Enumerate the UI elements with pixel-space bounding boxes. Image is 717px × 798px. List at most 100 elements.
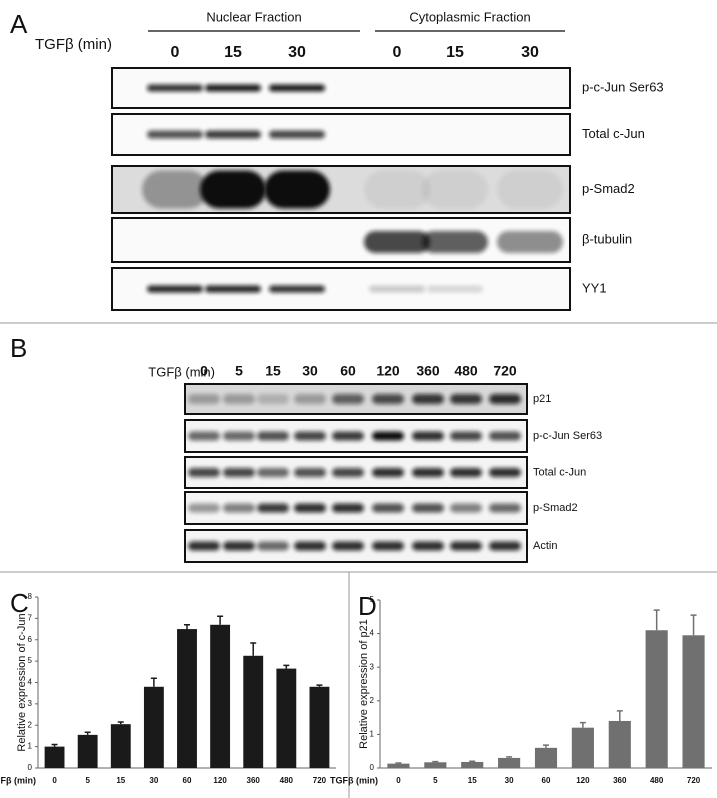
band — [269, 84, 325, 92]
band — [257, 541, 289, 551]
band — [489, 468, 521, 477]
band — [332, 431, 364, 441]
x-axis-title: TGFβ (min) — [330, 775, 378, 785]
error-bar — [616, 710, 623, 721]
lane-label: 0 — [171, 44, 180, 61]
y-tick-label: 8 — [28, 592, 33, 601]
row-label: p-Smad2 — [533, 502, 578, 514]
error-bar — [316, 684, 323, 687]
bar — [44, 746, 65, 768]
bar — [210, 624, 231, 768]
band — [450, 503, 482, 513]
blot — [111, 217, 571, 263]
band — [489, 503, 521, 513]
band — [372, 503, 404, 513]
y-tick-label: 0 — [370, 763, 375, 772]
bar — [682, 635, 705, 768]
row-label: β-tubulin — [582, 231, 632, 246]
band — [269, 285, 325, 293]
band — [422, 170, 488, 209]
error-bar — [184, 624, 190, 630]
error-bar — [653, 609, 660, 631]
group-label: Cytoplasmic Fraction — [409, 9, 530, 24]
y-tick-label: 7 — [28, 613, 33, 622]
row-label: p-c-Jun Ser63 — [582, 79, 664, 94]
x-tick-label: 0 — [396, 776, 401, 785]
y-axis-title: Relative expression of c-Jun — [16, 613, 28, 751]
error-bar — [579, 721, 586, 728]
band — [257, 431, 289, 441]
row-label: Total c-Jun — [582, 126, 645, 141]
bar — [461, 761, 484, 768]
band — [205, 285, 261, 293]
error-bar — [217, 615, 224, 625]
band — [223, 503, 255, 513]
x-tick-label: 30 — [149, 776, 158, 785]
band — [497, 231, 563, 253]
band — [223, 468, 255, 477]
y-tick-label: 6 — [28, 635, 33, 644]
lane-label: 5 — [235, 363, 243, 379]
panel-label: B — [10, 333, 27, 363]
band — [294, 468, 326, 477]
bar — [424, 762, 447, 768]
x-tick-label: 360 — [613, 776, 627, 785]
band — [257, 468, 289, 477]
band — [332, 541, 364, 551]
band — [142, 170, 208, 209]
band — [332, 394, 364, 404]
band — [200, 170, 266, 209]
group-label: Nuclear Fraction — [206, 9, 301, 24]
y-tick-label: 1 — [370, 730, 375, 739]
lane-label: 15 — [265, 363, 281, 379]
x-tick-label: 0 — [52, 776, 57, 785]
row-label: p-Smad2 — [582, 181, 635, 196]
band — [412, 503, 444, 513]
band — [372, 541, 404, 551]
bar — [143, 686, 164, 768]
row-label: Actin — [533, 540, 557, 552]
band — [450, 468, 482, 477]
band — [412, 394, 444, 404]
x-tick-label: 5 — [433, 776, 438, 785]
band — [427, 285, 483, 293]
panel-label: A — [10, 9, 28, 39]
error-bar — [395, 762, 402, 764]
lane-label: 480 — [454, 363, 478, 379]
bar — [110, 724, 131, 768]
band — [489, 431, 521, 441]
error-bar — [469, 760, 476, 763]
band — [372, 431, 404, 441]
band — [372, 468, 404, 477]
band — [188, 468, 220, 477]
lane-label: 30 — [288, 44, 306, 61]
band — [223, 394, 255, 404]
band — [294, 431, 326, 441]
y-axis-title: Relative expression of p21 — [358, 619, 370, 749]
y-tick-label: 4 — [370, 629, 375, 638]
bar — [177, 629, 197, 768]
band — [364, 170, 430, 209]
band — [188, 431, 220, 441]
band — [364, 231, 430, 253]
x-tick-label: 30 — [505, 776, 514, 785]
x-tick-label: 60 — [542, 776, 551, 785]
panel-label: C — [10, 588, 29, 618]
lane-label: 30 — [521, 44, 539, 61]
x-tick-label: 15 — [116, 776, 125, 785]
lane-label: 60 — [340, 363, 356, 379]
error-bar — [283, 664, 290, 669]
panel-label: D — [358, 591, 377, 621]
lane-label: 30 — [302, 363, 318, 379]
x-tick-label: 720 — [313, 776, 327, 785]
band — [294, 394, 326, 404]
bar — [645, 630, 668, 768]
x-tick-label: 5 — [85, 776, 90, 785]
y-tick-label: 3 — [28, 699, 33, 708]
lane-label: 0 — [393, 44, 402, 61]
y-tick-label: 1 — [28, 742, 33, 751]
x-tick-label: 120 — [213, 776, 227, 785]
bar — [276, 668, 297, 768]
error-bar — [117, 721, 124, 725]
lane-label: 15 — [446, 44, 464, 61]
